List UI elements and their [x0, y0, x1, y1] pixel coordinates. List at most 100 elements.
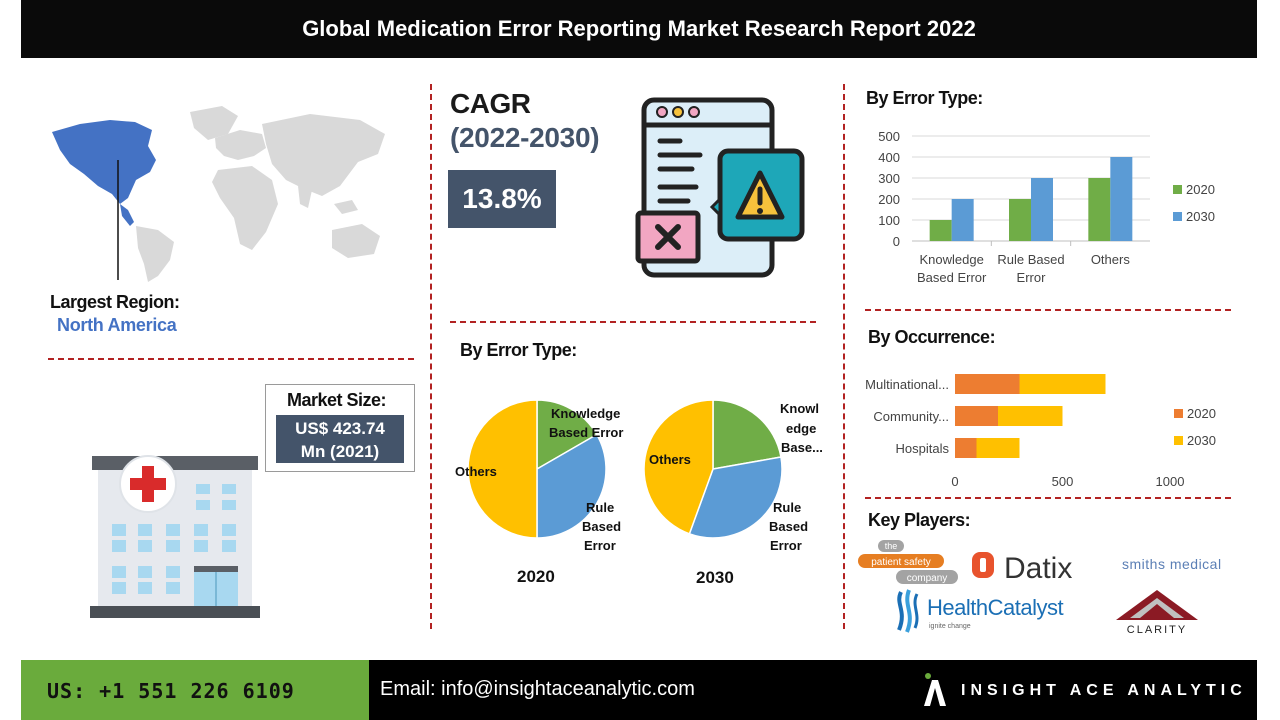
- legend-swatch-2030: [1174, 436, 1183, 445]
- market-size-value-line2: Mn (2021): [300, 442, 380, 461]
- y-tick-0: 0: [893, 234, 900, 249]
- y-label-community: Community...: [873, 409, 949, 424]
- pie-2030-label-knowledge-1: Knowl: [780, 401, 819, 416]
- patient-safety-company-logo: the patient safety company: [858, 540, 958, 584]
- pie-2020-label-rule-2: Based: [582, 519, 621, 534]
- x-tick-1000: 1000: [1156, 474, 1185, 489]
- y-tick-200: 200: [878, 192, 900, 207]
- bar-knowledge-based-error-2020: [929, 220, 952, 241]
- bar-knowledge-based-error-2030: [951, 199, 974, 241]
- footer-background: [369, 660, 1257, 720]
- x-label-knowledge-based-error-0: Knowledge: [920, 252, 984, 267]
- report-title: Global Medication Error Reporting Market…: [21, 0, 1257, 58]
- pie-2020-label-knowledge-2: Based Error: [549, 425, 623, 440]
- x-label-knowledge-based-error-1: Based Error: [917, 270, 987, 285]
- clarity-logo-text: CLARITY: [1127, 624, 1187, 636]
- pie-2020-slice-knowledge-based-error: [536, 399, 598, 471]
- footer-company-name: INSIGHT ACE ANALYTIC: [961, 682, 1247, 699]
- market-size-value-line1: US$ 423.74: [295, 419, 385, 438]
- pie-2020-slice-rule-based-error: [536, 433, 607, 539]
- pie-2030-label-knowledge-2: edge: [786, 421, 816, 436]
- cagr-label: CAGR: [450, 88, 531, 119]
- pie-2020-label-knowledge-1: Knowledge: [551, 406, 620, 421]
- bar-others-2030: [1110, 157, 1133, 241]
- legend-swatch-2020: [1174, 409, 1183, 418]
- largest-region-value: North America: [57, 315, 177, 335]
- legend-label-2030: 2030: [1186, 209, 1215, 224]
- pie-2020-labels: Knowledge Based Error Others Rule Based …: [455, 406, 623, 586]
- right-section-divider-2: [865, 497, 1231, 499]
- smiths-medical-logo-text: smiths medical: [1122, 556, 1222, 572]
- datix-logo: Datix: [972, 552, 1072, 585]
- healthcatalyst-logo: HealthCatalyst ignite change: [897, 589, 1064, 633]
- y-tick-500: 500: [878, 129, 900, 144]
- healthcatalyst-tagline: ignite change: [929, 623, 971, 630]
- pie-2030-label-rule-1: Rule: [773, 500, 801, 515]
- error-type-pie-charts: Knowledge Based Error Others Rule Based …: [455, 399, 823, 587]
- footer-phone-background: [21, 660, 369, 720]
- cagr-value: 13.8%: [448, 170, 556, 228]
- pie-2020-label-others: Others: [455, 464, 497, 479]
- key-players-title: Key Players:: [868, 510, 971, 530]
- error-type-bar-chart: 0 100 200 300 400 500 Knowledge Based Error Rule…: [878, 129, 1215, 285]
- x-label-rule-based-error-0: Rule Based: [997, 252, 1064, 267]
- occurrence-section-title: By Occurrence:: [868, 327, 996, 347]
- psc-line-3: company: [907, 573, 948, 584]
- legend-swatch-2030: [1173, 212, 1182, 221]
- healthcatalyst-logo-text: HealthCatalyst: [927, 595, 1063, 620]
- pie-2030-year: 2030: [696, 568, 734, 587]
- left-section-divider: [48, 358, 414, 360]
- right-section-divider-1: [865, 309, 1231, 311]
- y-tick-300: 300: [878, 171, 900, 186]
- cagr-period: (2022-2030): [450, 122, 600, 153]
- pie-2030-label-rule-2: Based: [769, 519, 808, 534]
- x-tick-500: 500: [1052, 474, 1074, 489]
- world-map-icon: [52, 106, 385, 282]
- bar-others-2020: [1088, 178, 1111, 241]
- pie-chart-2020: [467, 399, 607, 539]
- bar-multinational-2020: [955, 374, 1020, 394]
- y-tick-100: 100: [878, 213, 900, 228]
- bar-rule-based-error-2030: [1031, 178, 1053, 241]
- pie-2030-slice-rule-based-error: [688, 456, 783, 539]
- bar-multinational-2030: [1019, 374, 1106, 394]
- footer-email[interactable]: Email: info@insightaceanalytic.com: [380, 678, 695, 700]
- pie-section-title: By Error Type:: [460, 340, 577, 360]
- y-tick-400: 400: [878, 150, 900, 165]
- bar-community-2020: [955, 406, 998, 426]
- market-size-label: Market Size:: [287, 390, 387, 410]
- bar-hospitals-2020: [955, 438, 977, 458]
- clarity-logo: CLARITY: [1116, 590, 1198, 636]
- bar-community-2030: [998, 406, 1063, 426]
- middle-section-divider: [450, 321, 816, 323]
- x-label-others-0: Others: [1091, 252, 1131, 267]
- column-divider-left: [430, 84, 432, 629]
- x-tick-0: 0: [951, 474, 958, 489]
- pie-2020-year: 2020: [517, 567, 555, 586]
- bar-rule-based-error-2020: [1009, 199, 1031, 241]
- pie-2030-labels: Knowl edge Base... Others Rule Based Err…: [649, 401, 823, 587]
- occurrence-bar-chart: 0 500 1000 Multinational... Community... Hosp…: [865, 374, 1216, 489]
- pie-2020-label-rule-1: Rule: [586, 500, 614, 515]
- x-label-rule-based-error-1: Error: [1017, 270, 1047, 285]
- report-warning-icon: [635, 97, 805, 278]
- psc-line-2: patient safety: [871, 557, 930, 568]
- legend-label-2020: 2020: [1186, 182, 1215, 197]
- bar-section-title: By Error Type:: [866, 88, 983, 108]
- column-divider-right: [843, 84, 845, 629]
- market-size-value: US$ 423.74 Mn (2021): [276, 415, 404, 463]
- legend-swatch-2020: [1173, 185, 1182, 194]
- legend-label-2030: 2030: [1187, 433, 1216, 448]
- pie-2030-slice-others: [643, 399, 714, 535]
- footer-phone[interactable]: US: +1 551 226 6109: [47, 679, 295, 703]
- pie-2030-label-rule-3: Error: [770, 538, 802, 553]
- smiths-medical-logo: smiths medical: [1122, 556, 1222, 572]
- legend-label-2020: 2020: [1187, 406, 1216, 421]
- hospital-building-icon: [90, 455, 260, 618]
- datix-logo-text: Datix: [1004, 552, 1072, 585]
- y-label-hospitals: Hospitals: [896, 441, 950, 456]
- pie-2030-label-knowledge-3: Base...: [781, 440, 823, 455]
- insight-ace-logo-icon: [924, 673, 946, 706]
- pie-2020-label-rule-3: Error: [584, 538, 616, 553]
- pie-2030-label-others: Others: [649, 452, 691, 467]
